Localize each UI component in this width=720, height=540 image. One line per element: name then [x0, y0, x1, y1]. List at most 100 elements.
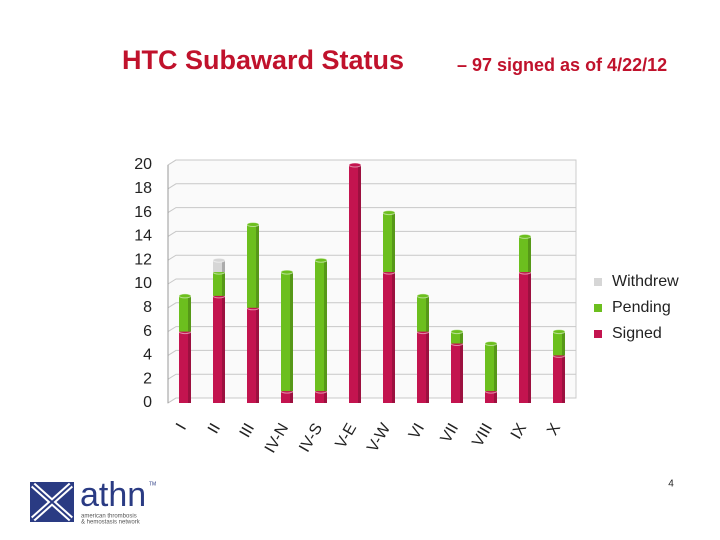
logo-tagline: american thrombosis — [81, 514, 137, 520]
bar-front — [485, 391, 497, 403]
bar-shade — [222, 260, 225, 273]
grid-line — [167, 326, 576, 333]
bar-segment — [416, 293, 430, 332]
bar-segment — [416, 329, 430, 403]
bar-front — [281, 391, 293, 403]
y-tick-label: 4 — [143, 347, 152, 364]
bar-segment — [450, 329, 464, 344]
bar-front — [417, 331, 429, 403]
bar-front — [281, 272, 293, 392]
x-tick-label: IV-N — [262, 421, 292, 456]
bar-shade — [222, 272, 225, 296]
bar-shade — [290, 391, 293, 403]
page-number: 4 — [668, 479, 674, 490]
bar-cap — [212, 257, 226, 263]
legend-swatch — [594, 304, 602, 312]
y-tick-label: 16 — [134, 204, 152, 221]
bar-front — [553, 355, 565, 403]
x-tick-label: VI — [406, 421, 428, 443]
bar-front — [519, 236, 531, 273]
bar-segment — [246, 305, 260, 403]
legend-swatch — [594, 278, 602, 286]
x-tick-label: IV-S — [296, 421, 326, 456]
bar-front — [383, 212, 395, 273]
grid-line — [167, 183, 576, 190]
bar-cap — [450, 329, 464, 335]
grid-line — [167, 302, 576, 309]
bar-segment — [552, 352, 566, 403]
x-tick-label: I — [173, 421, 190, 433]
bar-shade — [528, 272, 531, 403]
slide-title: HTC Subaward Status — [122, 45, 404, 75]
bar-shade — [494, 343, 497, 392]
y-tick-label: 8 — [143, 299, 152, 316]
y-tick-label: 14 — [134, 228, 152, 245]
grid-line — [167, 254, 576, 261]
logo-x-inner — [32, 484, 72, 520]
bar-shade — [562, 355, 565, 403]
grid-line — [167, 230, 576, 237]
x-tick-label: V-E — [332, 421, 360, 452]
bar-shade — [324, 260, 327, 392]
logo-tagline: & hemostasis network — [81, 520, 141, 526]
logo: athn TM american thrombosis & hemostasis… — [30, 476, 156, 526]
legend-swatch — [594, 330, 602, 338]
grid-line — [167, 373, 576, 380]
bar-shade — [256, 307, 259, 403]
bar-shade — [460, 343, 463, 403]
bar-cap — [314, 257, 328, 263]
logo-tm: TM — [149, 481, 156, 487]
bar-shade — [392, 212, 395, 273]
bar-cap — [246, 222, 260, 227]
bar-segment — [518, 269, 532, 403]
bar-front — [417, 295, 429, 332]
x-tick-label: V-W — [364, 420, 394, 455]
bar-segment — [484, 341, 498, 392]
bar-cap — [484, 341, 498, 346]
x-tick-label: IX — [508, 420, 530, 442]
y-tick-label: 0 — [143, 394, 152, 411]
bar-shade — [256, 224, 259, 308]
bar-front — [349, 165, 361, 403]
y-tick-label: 12 — [134, 251, 152, 268]
bar-segment — [212, 269, 226, 296]
bar-front — [451, 331, 463, 344]
bar-segment — [450, 341, 464, 403]
bar-segment — [280, 388, 294, 403]
grid-line — [167, 207, 576, 214]
legend-label: Withdrew — [612, 273, 679, 290]
bar-segment — [518, 233, 532, 273]
bar-front — [247, 224, 259, 308]
bar-segment — [348, 162, 362, 403]
x-tick-label: III — [237, 421, 258, 441]
bar-shade — [188, 295, 191, 332]
x-tick-label: VIII — [469, 421, 496, 450]
bar-segment — [382, 210, 396, 273]
legend-label: Pending — [612, 299, 671, 316]
grid-line — [167, 397, 576, 404]
bar-shade — [562, 331, 565, 356]
bar-front — [451, 343, 463, 403]
y-tick-label: 18 — [134, 180, 152, 197]
bar-shade — [188, 331, 191, 403]
bar-front — [179, 331, 191, 403]
bar-front — [383, 272, 395, 403]
bar-front — [213, 260, 225, 273]
grid-line — [167, 159, 576, 166]
x-tick-label: X — [544, 420, 564, 438]
bar-segment — [178, 293, 192, 332]
bar-cap — [416, 293, 430, 299]
bar-front — [213, 272, 225, 296]
bar-front — [247, 307, 259, 403]
bar-segment — [484, 388, 498, 403]
bar-shade — [222, 295, 225, 403]
bar-shade — [494, 391, 497, 403]
logo-name: athn — [80, 476, 146, 514]
bar-segment — [178, 329, 192, 403]
bar-front — [213, 295, 225, 403]
bar-front — [315, 260, 327, 392]
plot-wall — [167, 159, 577, 404]
bar-front — [519, 272, 531, 403]
bar-segment — [382, 269, 396, 403]
